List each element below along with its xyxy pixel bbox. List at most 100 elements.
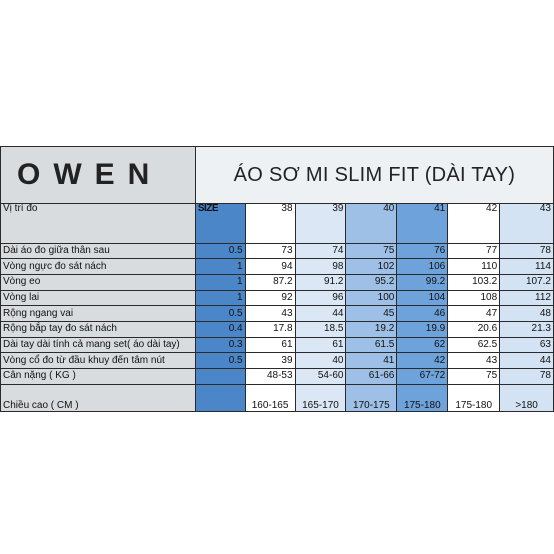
value-cell: 67-72 (396, 368, 449, 385)
height-size-cell (194, 383, 246, 413)
table-row: Rộng ngang vai 0.5 43 44 45 46 47 48 (0, 305, 554, 323)
value-cell: 18.5 (294, 321, 347, 338)
value-cell: 62 (396, 336, 449, 354)
height-row: Chiều cao ( CM ) 160-165 165-170 170-175… (0, 383, 554, 413)
measurement-label: Cân nặng ( KG ) (0, 368, 196, 385)
value-cell: 45 (345, 305, 398, 323)
value-cell: 108 (447, 289, 501, 307)
measurement-label: Rộng bắp tay đo sát nách (0, 321, 196, 338)
value-cell: 91.2 (294, 273, 347, 291)
value-cell: 96 (294, 289, 347, 307)
height-43: >180 (499, 383, 554, 413)
value-cell: 73 (244, 242, 296, 260)
value-cell: 48 (499, 305, 554, 323)
value-cell: 112 (499, 289, 554, 307)
value-cell: 62.5 (447, 336, 501, 354)
tolerance-cell: 0.3 (194, 336, 246, 354)
value-cell: 107.2 (499, 273, 554, 291)
brand-logo: OWEN (17, 158, 163, 192)
value-cell: 63 (499, 336, 554, 354)
size-42: 42 (447, 203, 501, 244)
table-row: Vòng ngực đo sát nách 1 94 98 102 106 110 114 (0, 258, 554, 275)
value-cell: 95.2 (345, 273, 398, 291)
value-cell: 48-53 (244, 368, 296, 385)
value-cell: 19.9 (396, 321, 449, 338)
tolerance-cell (194, 368, 246, 385)
measurement-label: Vòng lai (0, 289, 196, 307)
table-row: Vòng lai 1 92 96 100 104 108 112 (0, 289, 554, 307)
table-row: Vòng cổ đo từ đầu khuy đến tâm nút 0.5 39 4… (0, 352, 554, 370)
value-cell: 17.8 (244, 321, 296, 338)
size-header: SIZE (194, 203, 246, 244)
table-row: Dài áo đo giữa thân sau 0.5 73 74 75 76 77 78 (0, 242, 554, 260)
tolerance-cell: 1 (194, 289, 246, 307)
table-row: Rộng bắp tay đo sát nách 0.4 17.8 18.5 19.2 1… (0, 321, 554, 338)
measurement-label: Rộng ngang vai (0, 305, 196, 323)
height-40: 170-175 (345, 383, 398, 413)
value-cell: 75 (345, 242, 398, 260)
value-cell: 61.5 (345, 336, 398, 354)
measurement-label: Dài tay dài tính cả mang set( áo dài tay… (0, 336, 196, 354)
value-cell: 102 (345, 258, 398, 275)
tolerance-cell: 0.5 (194, 352, 246, 370)
tolerance-cell: 0.4 (194, 321, 246, 338)
size-39: 39 (294, 203, 347, 244)
value-cell: 43 (244, 305, 296, 323)
title-cell: ÁO SƠ MI SLIM FIT (DÀI TAY) (194, 145, 554, 205)
value-cell: 77 (447, 242, 501, 260)
value-cell: 98 (294, 258, 347, 275)
value-cell: 94 (244, 258, 296, 275)
table-row: Vòng eo 1 87.2 91.2 95.2 99.2 103.2 107.2 (0, 273, 554, 291)
height-label: Chiều cao ( CM ) (0, 383, 196, 413)
tolerance-cell: 1 (194, 258, 246, 275)
measurement-label: Vòng eo (0, 273, 196, 291)
value-cell: 61-66 (345, 368, 398, 385)
value-cell: 99.2 (396, 273, 449, 291)
value-cell: 61 (244, 336, 296, 354)
height-39: 165-170 (294, 383, 347, 413)
measurement-label: Vòng cổ đo từ đầu khuy đến tâm nút (0, 352, 196, 370)
value-cell: 46 (396, 305, 449, 323)
table-row: Cân nặng ( KG ) 48-53 54-60 61-66 67-72 75 78 (0, 368, 554, 385)
value-cell: 44 (499, 352, 554, 370)
size-chart-table: OWEN ÁO SƠ MI SLIM FIT (DÀI TAY) Vị trí … (0, 145, 554, 413)
measurement-rows: Dài áo đo giữa thân sau 0.5 73 74 75 76 77 78 Vò… (0, 242, 554, 385)
value-cell: 54-60 (294, 368, 347, 385)
value-cell: 19.2 (345, 321, 398, 338)
tolerance-cell: 1 (194, 273, 246, 291)
chart-title: ÁO SƠ MI SLIM FIT (DÀI TAY) (233, 164, 516, 187)
size-40: 40 (345, 203, 398, 244)
value-cell: 76 (396, 242, 449, 260)
measurement-label: Vòng ngực đo sát nách (0, 258, 196, 275)
value-cell: 104 (396, 289, 449, 307)
size-41: 41 (396, 203, 449, 244)
value-cell: 78 (499, 242, 554, 260)
value-cell: 44 (294, 305, 347, 323)
value-cell: 42 (396, 352, 449, 370)
value-cell: 75 (447, 368, 501, 385)
measurement-label: Dài áo đo giữa thân sau (0, 242, 196, 260)
tolerance-cell: 0.5 (194, 305, 246, 323)
value-cell: 74 (294, 242, 347, 260)
value-cell: 21.3 (499, 321, 554, 338)
size-38: 38 (244, 203, 296, 244)
value-cell: 103.2 (447, 273, 501, 291)
height-41: 175-180 (396, 383, 449, 413)
value-cell: 87.2 (244, 273, 296, 291)
value-cell: 39 (244, 352, 296, 370)
value-cell: 100 (345, 289, 398, 307)
value-cell: 41 (345, 352, 398, 370)
value-cell: 61 (294, 336, 347, 354)
value-cell: 43 (447, 352, 501, 370)
brand-cell: OWEN (0, 145, 196, 205)
tolerance-cell: 0.5 (194, 242, 246, 260)
table-row: Dài tay dài tính cả mang set( áo dài tay… (0, 336, 554, 354)
value-cell: 110 (447, 258, 501, 275)
value-cell: 114 (499, 258, 554, 275)
position-header: Vị trí đo (0, 203, 196, 244)
value-cell: 20.6 (447, 321, 501, 338)
value-cell: 78 (499, 368, 554, 385)
height-38: 160-165 (244, 383, 296, 413)
size-43: 43 (499, 203, 554, 244)
height-42: 175-180 (447, 383, 501, 413)
